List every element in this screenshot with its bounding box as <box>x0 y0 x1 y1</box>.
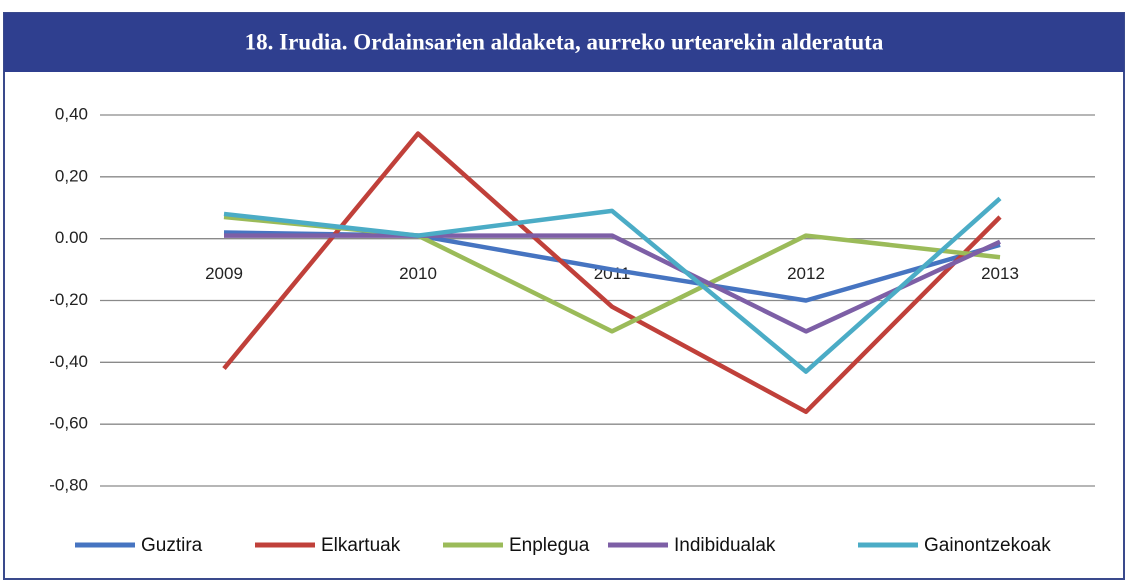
x-tick-label: 2013 <box>981 264 1019 283</box>
y-tick-label: 0.00 <box>55 228 88 247</box>
legend-label: Elkartuak <box>321 535 401 556</box>
y-tick-label: -0,20 <box>49 290 88 309</box>
series-line <box>223 196 1002 374</box>
y-tick-label: -0,60 <box>49 414 88 433</box>
y-tick-label: -0,80 <box>49 475 88 494</box>
x-tick-label: 2010 <box>399 264 437 283</box>
frame <box>3 12 1125 580</box>
y-tick-label: 0,40 <box>55 104 88 123</box>
x-tick-label: 2009 <box>205 264 243 283</box>
legend-label: Enplegua <box>509 535 590 556</box>
y-tick-label: 0,20 <box>55 166 88 185</box>
y-tick-label: -0,40 <box>49 352 88 371</box>
x-tick-label: 2012 <box>787 264 825 283</box>
title-bar <box>4 13 1124 72</box>
series-line <box>224 233 1001 334</box>
series-line <box>222 131 1002 415</box>
chart-title: 18. Irudia. Ordainsarien aldaketa, aurre… <box>245 29 884 54</box>
legend-label: Indibidualak <box>674 535 776 556</box>
legend-label: Guztira <box>141 535 203 556</box>
legend-label: Gainontzekoak <box>924 535 1051 556</box>
